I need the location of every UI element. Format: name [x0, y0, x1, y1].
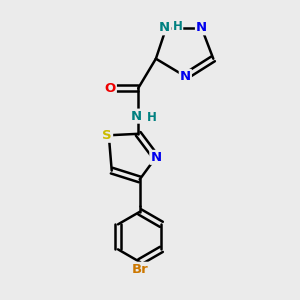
Text: H: H [172, 20, 182, 33]
Text: O: O [105, 82, 116, 95]
Text: N: N [159, 21, 170, 34]
Text: N: N [180, 70, 191, 83]
Text: N: N [196, 21, 207, 34]
Text: H: H [146, 111, 156, 124]
Text: N: N [150, 151, 161, 164]
Text: S: S [103, 129, 112, 142]
Text: N: N [131, 110, 142, 123]
Text: Br: Br [131, 263, 148, 276]
